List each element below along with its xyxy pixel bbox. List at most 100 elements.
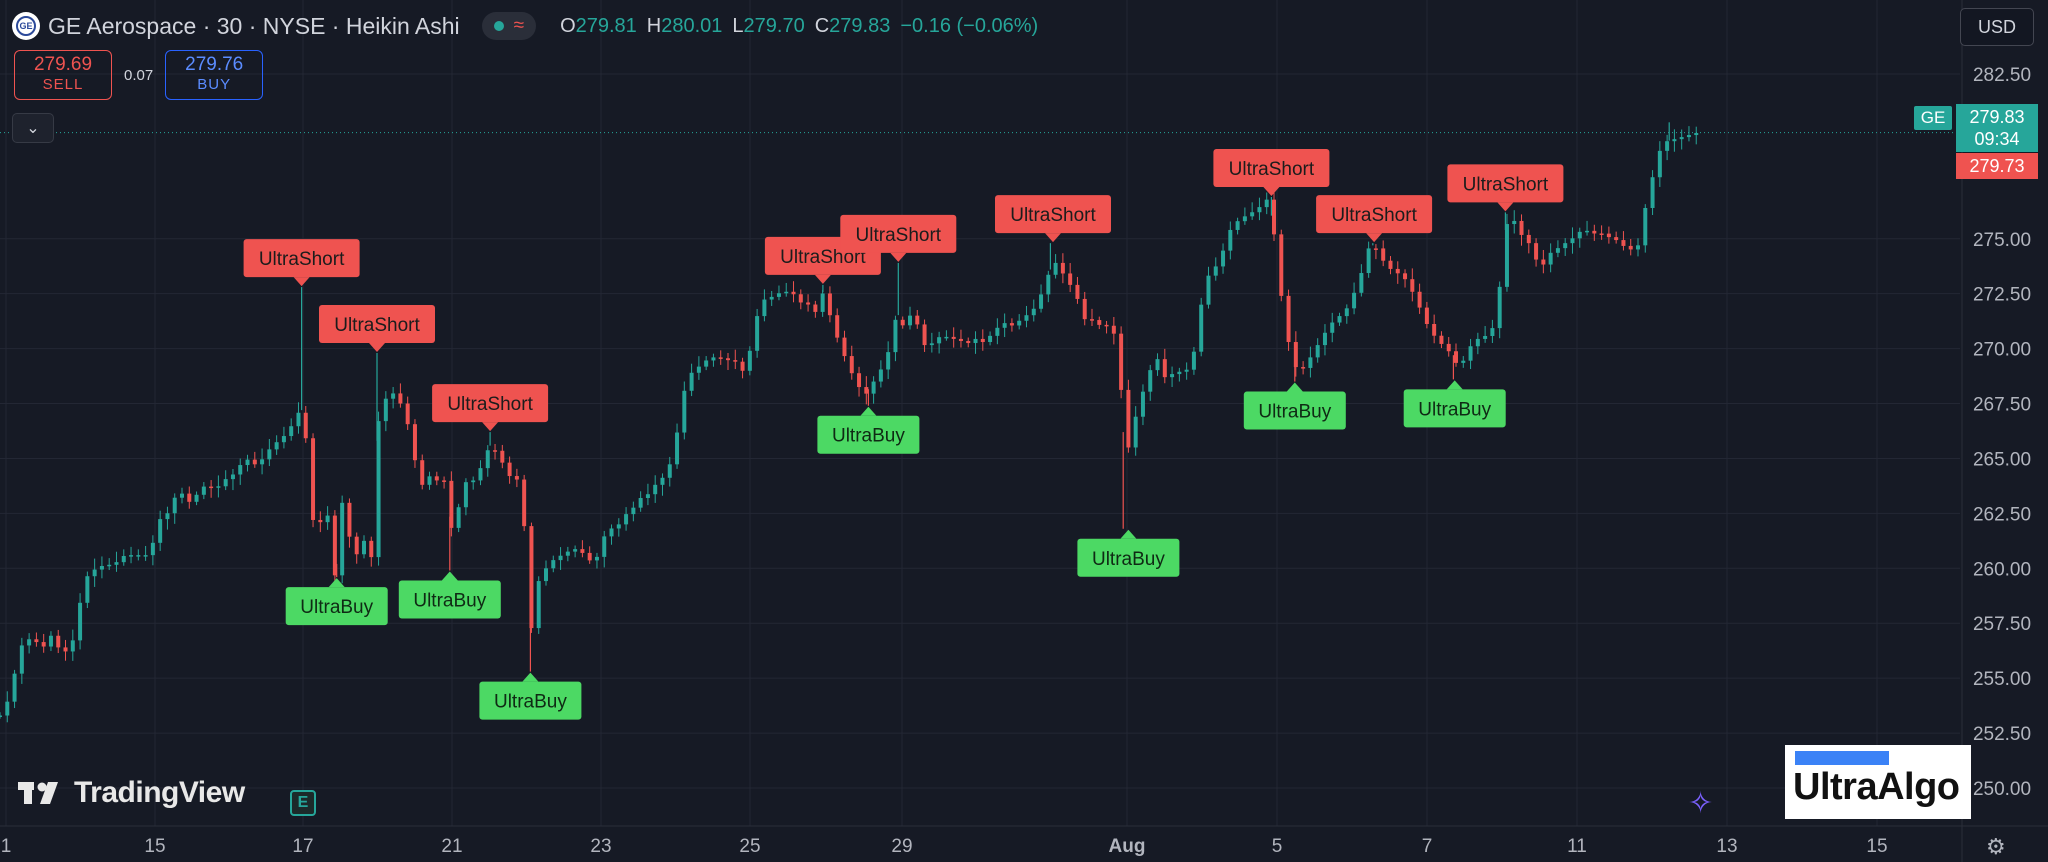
candle-body (1199, 304, 1204, 352)
label-pointer (814, 274, 831, 284)
candle-body (107, 564, 112, 567)
candle-body (150, 542, 155, 556)
candle-body (158, 519, 163, 543)
candle-body (849, 356, 854, 374)
ultrashort-label: UltraShort (1213, 149, 1330, 197)
candle-body (893, 319, 898, 353)
buy-button[interactable]: 279.76 BUY (165, 50, 264, 100)
label-pointer (1366, 233, 1383, 243)
candle-body (267, 449, 272, 460)
candle-body (551, 560, 556, 569)
ultrashort-label: UltraShort (432, 384, 549, 432)
candle-body (70, 640, 75, 652)
label-box (1316, 195, 1433, 234)
y-tick-label: 265.00 (1973, 449, 2031, 470)
candle-body (1410, 279, 1415, 292)
tradingview-wordmark: TradingView (74, 776, 245, 809)
candle-body (900, 319, 905, 326)
sell-button[interactable]: 279.69 SELL (14, 50, 112, 100)
candle-body (1563, 243, 1568, 249)
time-axis[interactable]: 1 15 17 21 23 25 29 Aug 5 7 11 13 15 (1, 836, 1888, 857)
label-box (319, 304, 435, 343)
candle-body (1322, 332, 1327, 346)
candle-body (332, 515, 337, 576)
label-pointer (441, 571, 458, 581)
x-tick-label: 25 (739, 836, 760, 857)
candle-body (1352, 292, 1357, 309)
candle-body (733, 360, 738, 362)
symbol-title[interactable]: GE Aerospace · 30 · NYSE · Heikin Ashi (48, 12, 460, 39)
change-value: −0.16 (−0.06%) (900, 14, 1039, 37)
label-text: UltraShort (1229, 159, 1315, 180)
candle-body (980, 338, 985, 343)
candle-body (1512, 220, 1517, 225)
label-pointer (328, 578, 345, 588)
candle-body (806, 302, 811, 305)
candle-body (296, 412, 301, 427)
label-pointer (1497, 202, 1514, 212)
symbol-header[interactable]: GE GE Aerospace · 30 · NYSE · Heikin Ash… (12, 10, 1038, 42)
sparkle-icon[interactable]: ✧ (1688, 787, 1714, 820)
collapse-legend-button[interactable]: ⌄ (12, 113, 54, 143)
settings-icon[interactable]: ⚙ (1986, 834, 2006, 859)
candle-body (638, 498, 643, 508)
candle-body (1242, 216, 1247, 222)
close-value: 279.83 (829, 14, 891, 37)
candle-body (34, 639, 39, 643)
candle-body (1555, 248, 1560, 253)
candle-body (1140, 391, 1145, 417)
price-axis[interactable]: 282.50 275.00 272.50 270.00 267.50 265.00 262.… (1973, 65, 2031, 800)
candle-body (1570, 238, 1575, 244)
candle-body (645, 494, 650, 499)
ultrashort-label: UltraShort (995, 195, 1111, 243)
candle-body (1039, 294, 1044, 309)
candle-body (1082, 298, 1087, 320)
candle-body (1009, 323, 1014, 326)
candle-body (85, 576, 90, 603)
buy-price: 279.76 (185, 54, 244, 75)
candle-body (260, 459, 265, 465)
candle-body (362, 540, 366, 555)
candle-body (500, 450, 505, 463)
x-tick-label: 21 (441, 836, 462, 857)
candle-body (842, 337, 847, 357)
candle-body (1694, 133, 1699, 136)
currency-selector[interactable]: USD (1960, 8, 2034, 46)
candle-body (427, 476, 432, 485)
ultraalgo-bar (1795, 751, 1889, 765)
candle-body (1519, 220, 1524, 235)
candle-body (704, 360, 709, 367)
candle-body (209, 486, 214, 489)
label-box (398, 580, 501, 619)
candle-body (1373, 248, 1378, 250)
last-price-value: 279.83 (1969, 107, 2025, 127)
candle-body (995, 327, 1000, 336)
candle-body (958, 338, 963, 341)
candle-body (769, 296, 774, 300)
candle-body (420, 460, 425, 485)
candle-body (682, 390, 687, 433)
tradingview-mark-icon (18, 782, 58, 804)
candle-body (1133, 416, 1138, 448)
label-pointer (1286, 382, 1303, 392)
candle-body (442, 480, 447, 482)
label-text: UltraShort (447, 394, 533, 415)
candle-body (434, 476, 439, 481)
candle-body (1585, 230, 1590, 233)
earnings-icon[interactable]: E (290, 790, 316, 816)
candle-body (653, 484, 658, 495)
candle-body (1235, 221, 1240, 230)
candle-body (1628, 245, 1633, 250)
market-status-pill[interactable]: ≈ (481, 12, 537, 40)
candle-body (129, 555, 134, 557)
candle-body (711, 357, 716, 361)
low-value: 279.70 (743, 14, 805, 37)
candle-body (565, 551, 570, 556)
tradingview-logo[interactable]: TradingView (18, 776, 245, 810)
candle-body (172, 497, 177, 514)
chevron-down-icon: ⌄ (26, 120, 40, 137)
candle-body (1315, 345, 1320, 358)
candle-body (398, 393, 403, 404)
